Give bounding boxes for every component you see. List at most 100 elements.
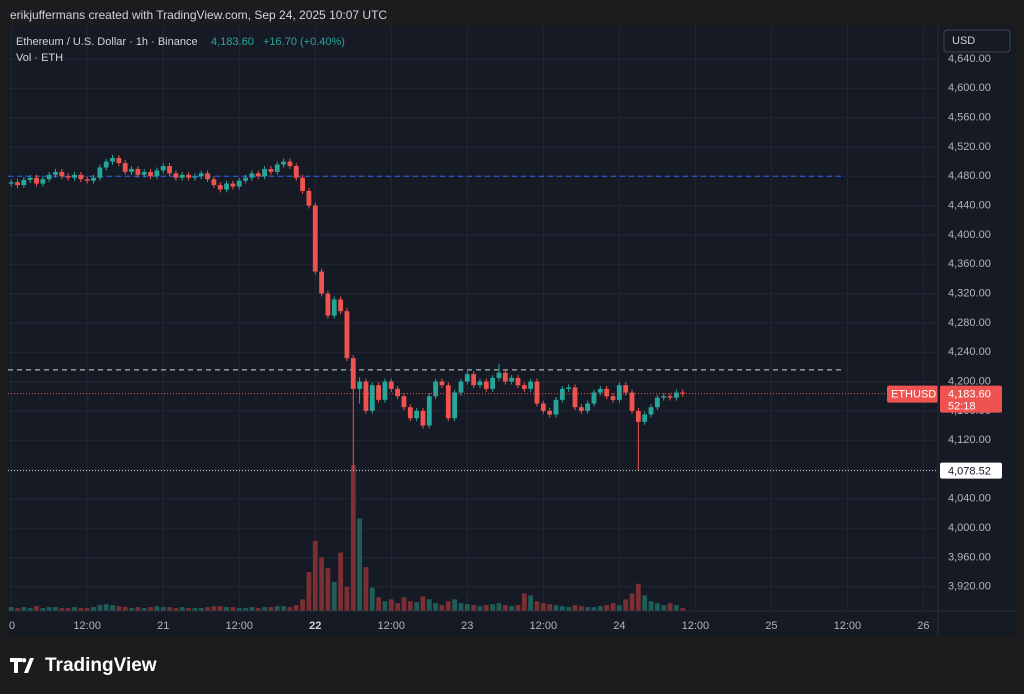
candle-body xyxy=(40,179,46,184)
volume-bar xyxy=(129,608,134,611)
volume-bar xyxy=(458,603,464,611)
y-tick-label: 4,040.00 xyxy=(948,493,991,505)
candle-body xyxy=(407,407,413,419)
candle-body xyxy=(464,374,470,382)
candle-body xyxy=(72,174,77,178)
volume-bar xyxy=(274,606,280,611)
volume-bar xyxy=(566,607,572,611)
x-tick-label: 12:00 xyxy=(530,620,558,632)
candle-body xyxy=(249,173,255,178)
candle-body xyxy=(300,177,305,191)
x-tick-label: 0 xyxy=(9,620,15,632)
candle-body xyxy=(274,164,280,172)
candle-body xyxy=(680,392,686,394)
y-tick-label: 4,320.00 xyxy=(948,287,991,299)
candle-body xyxy=(217,185,223,190)
volume-bar xyxy=(496,603,502,611)
volume-bar xyxy=(91,607,96,611)
volume-bar xyxy=(540,603,546,611)
volume-bar xyxy=(610,603,616,611)
volume-bar xyxy=(281,606,286,611)
volume-bar xyxy=(502,605,508,611)
volume-bar xyxy=(483,605,489,611)
volume-bar xyxy=(623,599,629,611)
volume-bar xyxy=(287,607,293,611)
currency[interactable]: USD xyxy=(952,35,975,47)
candle-body xyxy=(610,396,616,400)
volume-bar xyxy=(110,605,115,611)
candle-body xyxy=(414,410,420,419)
y-tick-label: 4,120.00 xyxy=(948,434,991,446)
candle-body xyxy=(53,171,58,175)
volume-bar xyxy=(173,608,179,611)
volume-bar xyxy=(306,572,312,611)
candle-body xyxy=(673,392,679,398)
candle-body xyxy=(496,372,502,378)
candle-body xyxy=(578,407,584,411)
header: erikjuffermans created with TradingView.… xyxy=(10,8,387,22)
volume-bar xyxy=(667,603,673,611)
volume-bar xyxy=(72,607,77,611)
candle-body xyxy=(433,381,439,397)
volume-bar xyxy=(648,601,654,611)
candle-body xyxy=(566,387,572,389)
volume-bar xyxy=(433,603,439,611)
volume-bar xyxy=(642,595,648,611)
candle-body xyxy=(116,157,122,164)
candle-body xyxy=(439,381,445,386)
candle-body xyxy=(59,171,65,177)
x-tick-label: 24 xyxy=(613,620,625,632)
x-tick-label: 21 xyxy=(157,620,169,632)
candle-body xyxy=(148,171,153,177)
volume-bar xyxy=(40,608,46,611)
candle-body xyxy=(167,166,172,174)
volume-bar xyxy=(167,607,172,611)
x-tick-label: 12:00 xyxy=(378,620,406,632)
candle-body xyxy=(553,399,559,415)
candle-body xyxy=(192,176,198,178)
candle-body xyxy=(502,372,508,382)
volume-bar xyxy=(122,607,128,611)
candle-body xyxy=(268,168,274,172)
chart-bg xyxy=(8,26,1016,636)
volume-bar xyxy=(262,607,267,611)
y-tick-label: 4,480.00 xyxy=(948,170,991,182)
volume-bar xyxy=(357,518,363,611)
volume-bar xyxy=(331,581,337,611)
x-tick-label: 22 xyxy=(309,620,321,632)
change: +16.70 (+0.40%) xyxy=(263,36,345,48)
volume-bar xyxy=(59,608,65,611)
volume-bar xyxy=(382,601,388,611)
y-tick-label: 4,000.00 xyxy=(948,522,991,534)
candle-body xyxy=(616,385,622,400)
candle-body xyxy=(401,396,407,408)
candle-body xyxy=(521,385,527,389)
candle-body xyxy=(262,168,267,177)
candle-body xyxy=(319,271,324,294)
candle-body xyxy=(8,182,14,184)
currency-box[interactable] xyxy=(943,29,1011,53)
volume-bar xyxy=(103,604,109,611)
x-tick-label: 12:00 xyxy=(834,620,862,632)
volume-bar xyxy=(452,599,458,611)
candle-body xyxy=(243,177,248,181)
volume-bar xyxy=(572,605,578,611)
candle-body xyxy=(515,377,521,386)
volume-bar xyxy=(65,608,71,611)
volume-bar xyxy=(521,593,527,611)
candle-body xyxy=(648,407,654,415)
symbol-tag xyxy=(887,385,938,403)
x-tick-label: 12:00 xyxy=(225,620,253,632)
volume-bar xyxy=(426,599,432,611)
volume-bar xyxy=(591,607,597,611)
volume-bar xyxy=(236,608,242,611)
low-tag-label: 4,078.52 xyxy=(948,466,991,478)
volume-bar xyxy=(439,605,445,611)
candle-body xyxy=(312,205,318,272)
volume-bar xyxy=(154,606,160,611)
candle-body xyxy=(369,385,375,411)
countdown: 52:18 xyxy=(948,400,976,412)
y-tick-label: 4,560.00 xyxy=(948,112,991,124)
candle-body xyxy=(205,173,210,180)
candle-body xyxy=(27,177,33,180)
